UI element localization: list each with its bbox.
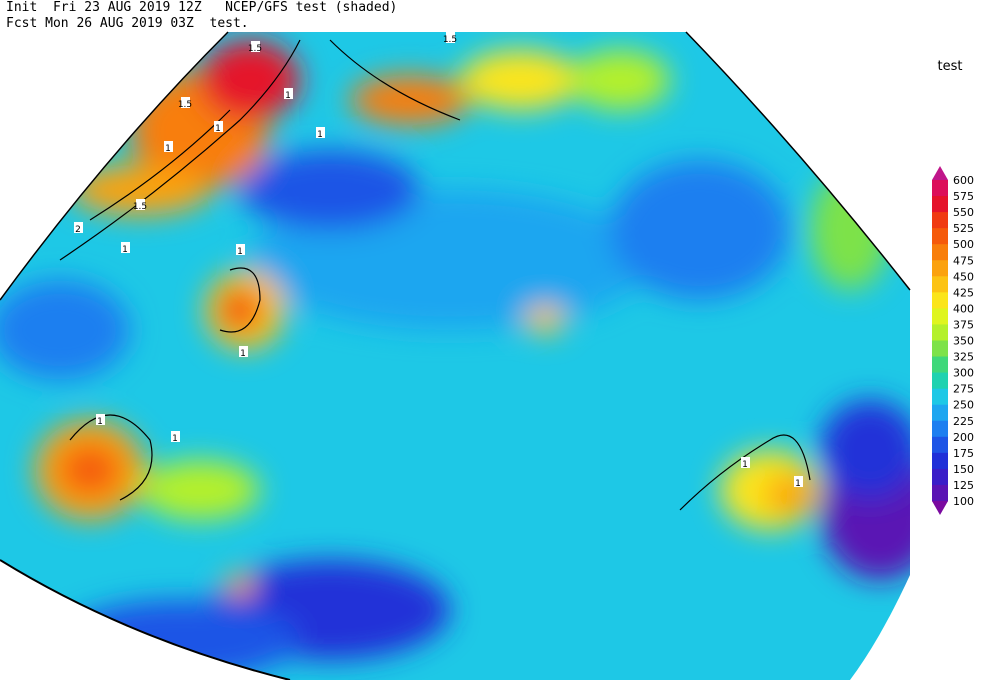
contour-label: 1 xyxy=(172,434,178,444)
colorbar-swatch xyxy=(932,468,948,486)
colorbar-label: 425 xyxy=(953,286,974,299)
contour-label: 1 xyxy=(742,460,748,470)
contour-label-bg xyxy=(251,41,260,52)
colorbar-swatch xyxy=(932,452,948,470)
colorbar-label: 450 xyxy=(953,270,974,283)
colorbar-label: 375 xyxy=(953,318,974,331)
colorbar-swatch xyxy=(932,196,948,213)
colorbar-label: 175 xyxy=(953,447,974,460)
header-text: Init Fri 23 AUG 2019 12Z xyxy=(6,0,202,15)
colorbar-label: 200 xyxy=(953,431,974,444)
contour-label-bg xyxy=(74,222,83,233)
contour-label-bg xyxy=(794,476,803,487)
contour-label: 1 xyxy=(285,91,291,101)
colorbar-label: 250 xyxy=(953,399,974,412)
header-text: NCEP/GFS test (shaded) xyxy=(225,0,398,15)
colorbar-swatch xyxy=(932,276,948,293)
colorbar-label: 525 xyxy=(953,222,974,235)
colorbar-label: 325 xyxy=(953,351,974,364)
colorbar-swatch xyxy=(932,340,948,358)
colorbar-label: 500 xyxy=(953,238,974,251)
contour-label-bg xyxy=(171,431,180,442)
contour-label-bg xyxy=(741,457,750,468)
contour-label: 1 xyxy=(795,479,801,489)
colorbar-swatch xyxy=(932,308,948,325)
colorbar-label: 100 xyxy=(953,495,974,508)
contour-label-bg xyxy=(181,97,190,108)
contour-label: 1 xyxy=(317,130,323,140)
contour-label: 1.5 xyxy=(443,35,457,45)
colorbar-swatch xyxy=(932,228,948,245)
header-line: Init Fri 23 AUG 2019 12Z NCEP/GFS test (… xyxy=(6,0,397,15)
colorbar-label: 550 xyxy=(953,206,974,219)
contour-label-bg xyxy=(96,414,105,425)
contour-label-bg xyxy=(316,127,325,138)
colorbar-swatch xyxy=(932,436,948,454)
colorbar-swatch xyxy=(932,324,948,341)
contour-label: 2 xyxy=(75,225,81,235)
map-border xyxy=(685,31,911,291)
contour-label-bg xyxy=(239,346,248,357)
contour-label: 1.5 xyxy=(133,202,147,212)
colorbar-swatch xyxy=(932,388,948,406)
contours xyxy=(59,39,811,511)
colorbar-swatch xyxy=(932,420,948,438)
map-border xyxy=(0,559,291,680)
contour-label: 1 xyxy=(237,247,243,257)
colorbar-swatch xyxy=(932,356,948,374)
colorbar-label: 350 xyxy=(953,335,974,348)
header-line: Fcst Mon 26 AUG 2019 03Z test. xyxy=(6,16,249,31)
colorbar-triangle xyxy=(932,166,948,180)
colorbar-swatch xyxy=(932,372,948,390)
header-text: test. xyxy=(209,16,249,31)
contour-label: 1 xyxy=(215,124,221,134)
contour-label: 1 xyxy=(122,245,128,255)
colorbar-swatch xyxy=(932,484,948,502)
contour-label: 1 xyxy=(97,417,103,427)
colorbar-swatch xyxy=(932,244,948,261)
contour-label-bg xyxy=(446,32,455,43)
contour-label: 1 xyxy=(240,349,246,359)
contour-label-bg xyxy=(121,242,130,253)
contour-label-bg xyxy=(214,121,223,132)
contour-label: 1 xyxy=(165,144,171,154)
map-border xyxy=(0,31,229,301)
contour-label-bg xyxy=(136,199,145,210)
colorbar-label: 400 xyxy=(953,302,974,315)
header-text: Fcst Mon 26 AUG 2019 03Z xyxy=(6,16,194,31)
colorbar-swatch xyxy=(932,292,948,309)
colorbar-label: 575 xyxy=(953,190,974,203)
colorbar-label: 125 xyxy=(953,479,974,492)
colorbar-label: 150 xyxy=(953,463,974,476)
colorbar-label: 275 xyxy=(953,383,974,396)
colorbar-label: 600 xyxy=(953,174,974,187)
colorbar-swatch xyxy=(932,404,948,422)
contour-label-bg xyxy=(284,88,293,99)
colorbar-swatch xyxy=(932,260,948,277)
colorbar-title: test xyxy=(938,59,963,74)
colorbar-swatch xyxy=(932,212,948,229)
contour-label: 1.5 xyxy=(248,44,262,54)
colorbar-triangle xyxy=(932,501,948,515)
colorbar-label: 475 xyxy=(953,254,974,267)
colorbar-label: 225 xyxy=(953,415,974,428)
colorbar-label: 300 xyxy=(953,367,974,380)
contour-label: 1.5 xyxy=(178,100,192,110)
contour-label-bg xyxy=(164,141,173,152)
contour-label-bg xyxy=(236,244,245,255)
colorbar-swatch xyxy=(932,180,948,197)
